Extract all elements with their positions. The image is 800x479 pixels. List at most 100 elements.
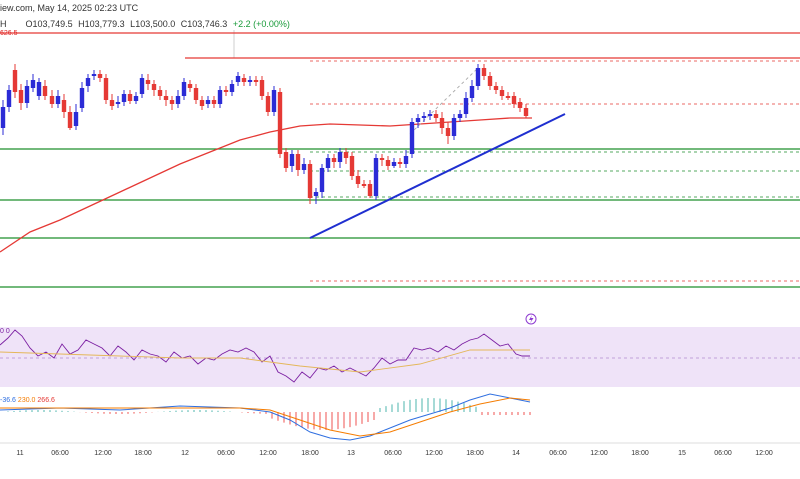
bullish-candle [451, 118, 457, 136]
bullish-candle [205, 100, 211, 104]
bullish-candle [139, 78, 145, 94]
time-tick-label: 15 [678, 450, 686, 457]
candles-group[interactable] [0, 64, 529, 204]
bullish-candle [421, 116, 427, 118]
bullish-candle [73, 112, 79, 126]
bearish-candle [187, 84, 193, 88]
bullish-candle [427, 114, 433, 116]
time-tick-label: 06:00 [549, 450, 567, 457]
signal-line [0, 397, 531, 437]
bearish-candle [109, 100, 115, 106]
time-tick-label: 06:00 [714, 450, 732, 457]
bearish-candle [295, 154, 301, 170]
rsi-line [0, 329, 530, 383]
change-label: +2.2 (+0.00%) [232, 19, 290, 29]
signal-value: 230.0 [17, 397, 36, 404]
time-tick-label: 11 [16, 450, 23, 457]
bearish-candle [97, 74, 103, 78]
bearish-candle [511, 96, 517, 104]
rsi-band [0, 327, 800, 387]
macd-readout: -36.6 230.0 266.6 [0, 397, 55, 404]
bullish-candle [55, 96, 61, 104]
bearish-candle [283, 152, 289, 168]
time-tick-label: 06:00 [51, 450, 69, 457]
bearish-candle [367, 184, 373, 196]
bearish-candle [265, 96, 271, 112]
bullish-candle [415, 118, 421, 122]
bearish-candle [61, 100, 67, 112]
macd-histogram [7, 398, 531, 430]
bearish-candle [343, 152, 349, 158]
bullish-candle [6, 90, 12, 107]
bullish-candle [235, 76, 241, 82]
bearish-candle [433, 114, 439, 118]
bearish-candle [379, 158, 385, 160]
bullish-candle [463, 98, 469, 114]
open-label: O103,749.5 [25, 19, 73, 29]
bearish-candle [223, 90, 229, 92]
chart-source: iew.com, May 14, 2025 02:23 UTC [0, 3, 139, 13]
macd-line [0, 393, 531, 441]
bearish-candle [397, 162, 403, 164]
bullish-candle [36, 82, 42, 96]
bullish-candle [271, 90, 277, 112]
bearish-candle [169, 100, 175, 104]
time-tick-label: 12:00 [590, 450, 608, 457]
bullish-candle [91, 74, 97, 76]
bearish-candle [18, 90, 24, 103]
bearish-candle [157, 90, 163, 96]
bearish-candle [253, 80, 259, 82]
bullish-trend-line[interactable] [309, 113, 566, 239]
time-tick-label: 12:00 [259, 450, 277, 457]
bullish-candle [85, 78, 91, 86]
bearish-candle [199, 100, 205, 106]
bullish-candle [115, 102, 121, 104]
bullish-candle [373, 158, 379, 196]
bullish-candle [175, 96, 181, 104]
high-label: H103,779.3 [78, 19, 125, 29]
bullish-candle [457, 114, 463, 118]
bullish-candle [469, 86, 475, 98]
left-label: H [0, 19, 7, 29]
close-label: C103,746.3 [180, 19, 228, 29]
time-tick-label: 12 [181, 450, 189, 457]
bearish-candle [499, 90, 505, 96]
bearish-candle [331, 158, 337, 162]
bullish-candle [325, 158, 331, 168]
bullish-candle [247, 80, 253, 82]
bullish-candle [337, 152, 343, 162]
time-tick-label: 06:00 [217, 450, 235, 457]
bearish-candle [151, 84, 157, 90]
bullish-candle [403, 156, 409, 164]
bullish-candle [319, 168, 325, 192]
time-tick-label: 18:00 [134, 450, 152, 457]
bearish-candle [481, 68, 487, 76]
lightning-alert-icon[interactable] [525, 313, 537, 325]
bearish-candle [42, 86, 48, 96]
rsi-ma-line [0, 349, 530, 373]
bearish-candle [211, 100, 217, 104]
time-tick-label: 13 [347, 450, 355, 457]
bullish-candle [79, 88, 85, 108]
time-tick-label: 06:00 [384, 450, 402, 457]
bullish-candle [301, 164, 307, 170]
bearish-candle [493, 86, 499, 90]
bullish-candle [289, 154, 295, 166]
time-tick-label: 12:00 [94, 450, 112, 457]
bearish-candle [307, 164, 313, 198]
bullish-candle [121, 94, 127, 102]
bearish-candle [361, 184, 367, 186]
bullish-candle [475, 68, 481, 86]
time-tick-label: 18:00 [466, 450, 484, 457]
macd-value: -36.6 [0, 397, 16, 404]
time-tick-label: 18:00 [301, 450, 319, 457]
bearish-candle [523, 108, 529, 116]
bearish-candle [49, 96, 55, 104]
bullish-candle [133, 96, 139, 101]
retracement-guide [409, 67, 479, 135]
low-label: L103,500.0 [130, 19, 176, 29]
bearish-candle [259, 80, 265, 96]
bearish-candle [505, 96, 511, 98]
bullish-candle [30, 80, 36, 88]
